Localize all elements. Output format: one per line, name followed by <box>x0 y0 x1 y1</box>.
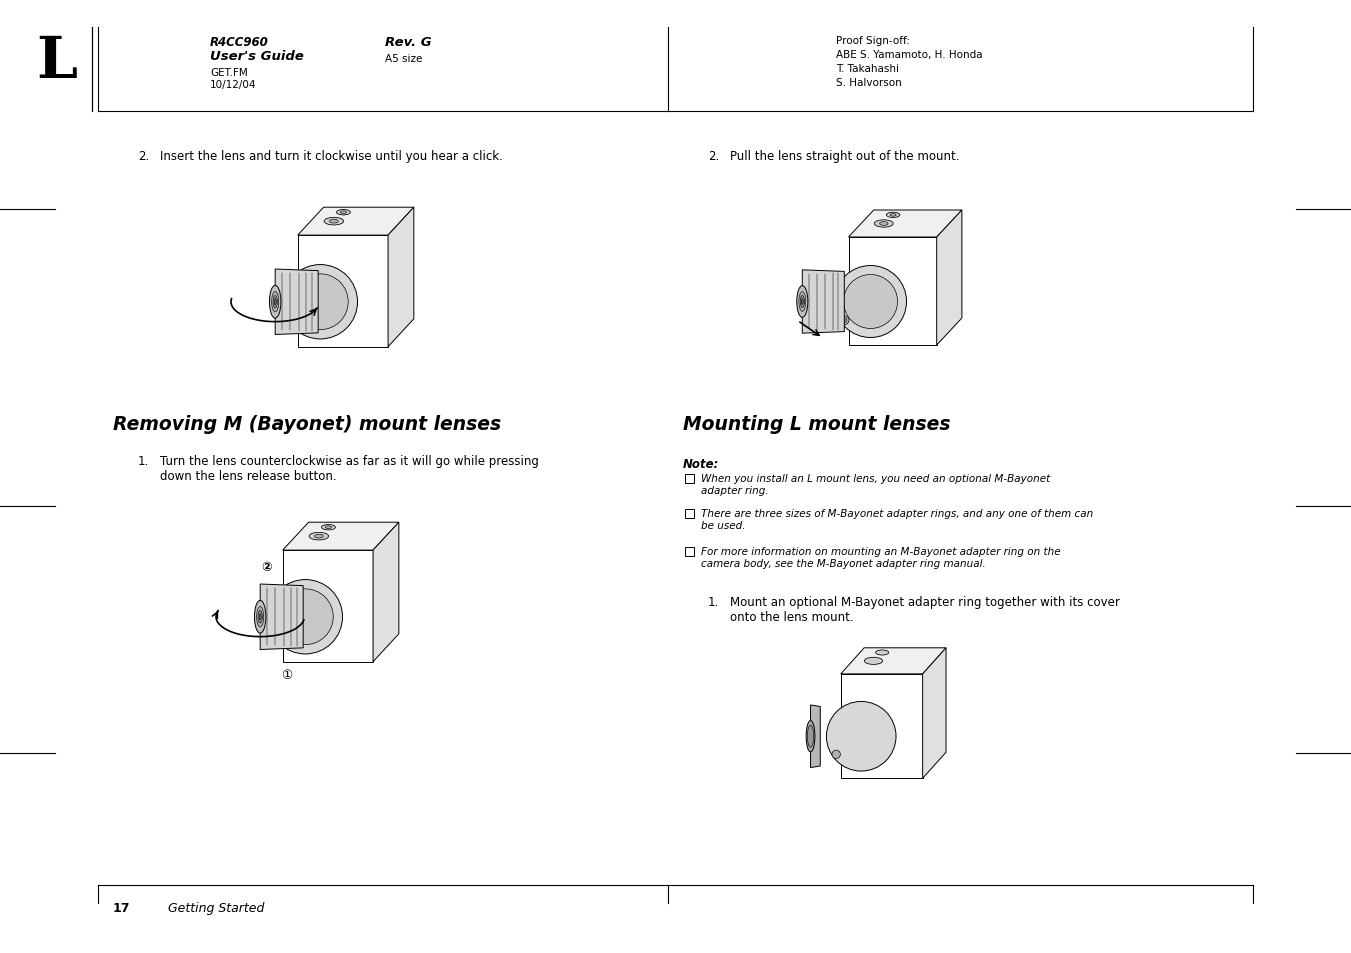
Text: ①: ① <box>281 668 292 681</box>
Text: Rev. G: Rev. G <box>385 36 431 49</box>
Circle shape <box>292 319 296 324</box>
Polygon shape <box>276 270 319 335</box>
Text: S. Halvorson: S. Halvorson <box>836 78 901 88</box>
Circle shape <box>827 701 896 771</box>
Ellipse shape <box>326 526 331 529</box>
Bar <box>685 547 694 557</box>
Circle shape <box>843 318 847 323</box>
Ellipse shape <box>259 614 261 620</box>
Polygon shape <box>811 705 820 768</box>
Ellipse shape <box>257 607 263 627</box>
Polygon shape <box>261 584 303 650</box>
Ellipse shape <box>258 611 262 623</box>
Ellipse shape <box>886 213 900 218</box>
Ellipse shape <box>880 222 888 226</box>
Text: ②: ② <box>261 560 272 573</box>
Polygon shape <box>923 648 946 779</box>
Ellipse shape <box>340 212 346 214</box>
Circle shape <box>267 580 343 655</box>
Text: R4CC960: R4CC960 <box>209 36 269 49</box>
Ellipse shape <box>274 299 276 305</box>
Text: L: L <box>36 34 77 90</box>
Ellipse shape <box>324 218 343 226</box>
Text: Removing M (Bayonet) mount lenses: Removing M (Bayonet) mount lenses <box>113 415 501 434</box>
Circle shape <box>284 265 358 339</box>
Ellipse shape <box>330 220 338 224</box>
Circle shape <box>289 317 299 326</box>
Ellipse shape <box>254 600 266 634</box>
Ellipse shape <box>801 299 804 305</box>
Ellipse shape <box>865 658 882 664</box>
Ellipse shape <box>875 650 889 656</box>
Polygon shape <box>297 208 413 235</box>
Circle shape <box>843 275 897 329</box>
Text: User's Guide: User's Guide <box>209 50 304 63</box>
Text: Turn the lens counterclockwise as far as it will go while pressing
down the lens: Turn the lens counterclockwise as far as… <box>159 455 539 482</box>
Ellipse shape <box>890 214 896 217</box>
Circle shape <box>277 634 281 639</box>
Ellipse shape <box>322 525 335 531</box>
Circle shape <box>277 589 334 645</box>
Ellipse shape <box>273 296 277 309</box>
Ellipse shape <box>315 535 323 538</box>
Text: A5 size: A5 size <box>385 54 423 64</box>
Circle shape <box>292 274 349 331</box>
Text: Proof Sign-off:: Proof Sign-off: <box>836 36 911 46</box>
Polygon shape <box>282 522 399 551</box>
Text: ABE S. Yamamoto, H. Honda: ABE S. Yamamoto, H. Honda <box>836 50 982 60</box>
Ellipse shape <box>272 293 278 313</box>
Polygon shape <box>848 211 962 237</box>
Circle shape <box>832 750 840 759</box>
Text: Mount an optional M-Bayonet adapter ring together with its cover
onto the lens m: Mount an optional M-Bayonet adapter ring… <box>730 596 1120 623</box>
Ellipse shape <box>874 220 893 228</box>
Text: 10/12/04: 10/12/04 <box>209 80 257 90</box>
Text: 2.: 2. <box>708 150 719 163</box>
Text: Note:: Note: <box>684 457 719 471</box>
Polygon shape <box>840 648 946 674</box>
Ellipse shape <box>798 293 805 312</box>
Text: 2.: 2. <box>138 150 149 163</box>
Circle shape <box>835 266 907 338</box>
Ellipse shape <box>269 286 281 319</box>
Text: For more information on mounting an M-Bayonet adapter ring on the
camera body, s: For more information on mounting an M-Ba… <box>701 546 1061 568</box>
Circle shape <box>840 316 848 325</box>
Text: 1.: 1. <box>708 596 719 608</box>
Polygon shape <box>388 208 413 347</box>
Text: 1.: 1. <box>138 455 149 468</box>
Text: 17: 17 <box>113 901 131 914</box>
Polygon shape <box>936 211 962 346</box>
Text: Mounting L mount lenses: Mounting L mount lenses <box>684 415 951 434</box>
Text: There are three sizes of M-Bayonet adapter rings, and any one of them can
be use: There are three sizes of M-Bayonet adapt… <box>701 509 1093 530</box>
Text: Pull the lens straight out of the mount.: Pull the lens straight out of the mount. <box>730 150 959 163</box>
Text: Getting Started: Getting Started <box>168 901 265 914</box>
Polygon shape <box>802 271 844 334</box>
Ellipse shape <box>336 211 350 215</box>
Ellipse shape <box>797 286 808 318</box>
Bar <box>685 510 694 518</box>
Text: T. Takahashi: T. Takahashi <box>836 64 898 74</box>
Ellipse shape <box>808 725 813 747</box>
Text: When you install an L mount lens, you need an optional M-Bayonet
adapter ring.: When you install an L mount lens, you ne… <box>701 474 1050 495</box>
Ellipse shape <box>800 296 804 308</box>
Text: Insert the lens and turn it clockwise until you hear a click.: Insert the lens and turn it clockwise un… <box>159 150 503 163</box>
Text: GET.FM: GET.FM <box>209 68 247 78</box>
Ellipse shape <box>309 533 328 540</box>
Polygon shape <box>373 522 399 662</box>
Ellipse shape <box>807 720 815 752</box>
Circle shape <box>274 632 282 640</box>
Bar <box>685 475 694 483</box>
